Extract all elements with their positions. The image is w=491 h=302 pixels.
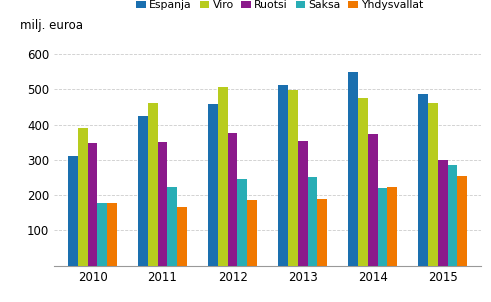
Bar <box>78 128 87 266</box>
Bar <box>358 98 368 266</box>
Bar <box>158 142 167 266</box>
Bar <box>298 141 307 266</box>
Bar <box>418 94 428 266</box>
Text: milj. euroa: milj. euroa <box>20 19 83 32</box>
Bar <box>218 88 228 266</box>
Bar <box>97 203 107 266</box>
Bar <box>68 156 78 266</box>
Bar <box>107 203 117 266</box>
Bar <box>228 133 238 266</box>
Bar <box>138 116 148 266</box>
Bar <box>378 188 387 266</box>
Bar <box>278 85 288 266</box>
Bar <box>288 90 298 266</box>
Bar <box>307 177 317 266</box>
Bar <box>368 134 378 266</box>
Bar <box>87 143 97 266</box>
Bar <box>317 199 327 266</box>
Bar <box>148 103 158 266</box>
Bar <box>238 178 247 266</box>
Bar <box>167 187 177 266</box>
Bar <box>208 104 218 266</box>
Bar <box>177 207 187 266</box>
Bar <box>428 103 438 266</box>
Bar <box>448 165 458 266</box>
Legend: Espanja, Viro, Ruotsi, Saksa, Yhdysvallat: Espanja, Viro, Ruotsi, Saksa, Yhdysvalla… <box>136 0 424 10</box>
Bar <box>247 201 257 266</box>
Bar <box>438 160 448 266</box>
Bar <box>387 187 397 266</box>
Bar <box>458 176 467 266</box>
Bar <box>348 72 358 266</box>
